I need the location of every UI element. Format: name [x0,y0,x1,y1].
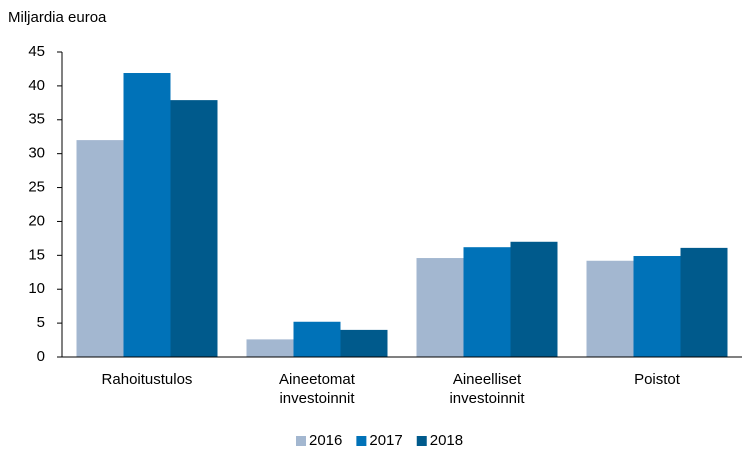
x-tick-label: Poistot [634,371,680,388]
bar [680,247,728,357]
y-tick-label: 15 [28,246,45,263]
legend-label: 2018 [430,432,463,449]
y-tick-label: 45 [28,43,45,60]
bar [246,339,294,357]
chart-title: Miljardia euroa [8,9,107,26]
bar [340,329,388,357]
y-tick-label: 10 [28,280,45,297]
y-tick-label: 20 [28,212,45,229]
bar [633,256,681,357]
legend-swatch [416,436,427,446]
y-tick-label: 5 [37,314,45,331]
bar [586,260,634,357]
y-tick-label: 35 [28,111,45,128]
x-tick-label: Aineetomat investoinnit [279,371,355,407]
bar [293,321,341,357]
x-tick-label: Aineelliset investoinnit [449,371,525,407]
bar [463,247,511,357]
bar [510,241,558,357]
x-tick-label: Rahoitustulos [101,371,193,388]
legend-label: 2016 [309,432,342,449]
y-tick-label: 0 [37,348,45,365]
y-tick-label: 30 [28,145,45,162]
legend-swatch [356,436,367,446]
bar [416,258,464,357]
bar [76,140,124,357]
legend-label: 2017 [369,432,402,449]
bar [123,73,171,357]
bar [170,100,218,357]
legend-swatch [296,436,306,446]
y-tick-label: 40 [28,77,45,94]
y-tick-label: 25 [28,179,45,196]
